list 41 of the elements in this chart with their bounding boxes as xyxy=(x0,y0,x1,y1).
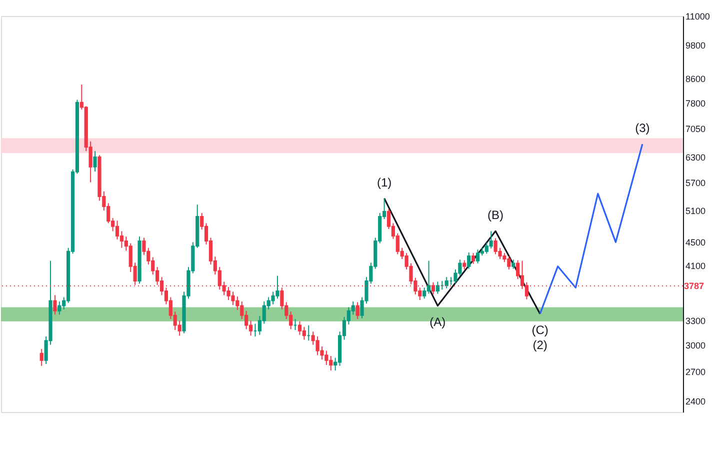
annotation: (A) xyxy=(430,314,446,329)
annotation: (C) xyxy=(532,322,548,337)
candlestick xyxy=(512,259,516,270)
y-tick-label: 4500 xyxy=(686,238,706,248)
y-tick-label: 2700 xyxy=(686,366,706,377)
candlestick xyxy=(298,320,302,336)
candlestick xyxy=(467,252,471,270)
line-series xyxy=(383,198,541,315)
y-tick-label: 5100 xyxy=(686,206,706,216)
candlestick xyxy=(58,300,62,316)
y-tick-label: 6300 xyxy=(686,152,706,163)
candlestick xyxy=(444,276,448,289)
candlestick xyxy=(462,260,466,270)
y-tick-label: 4100 xyxy=(686,261,706,272)
candlestick xyxy=(302,326,306,340)
candlestick xyxy=(53,294,57,316)
y-tick-label: 7050 xyxy=(686,124,706,134)
candlestick xyxy=(471,252,476,264)
y-tick-label: 8600 xyxy=(686,74,706,84)
y-tick-label: 2400 xyxy=(686,396,706,407)
ref-line-label: 3787 xyxy=(684,280,704,291)
y-tick-label: 3300 xyxy=(686,316,706,326)
candlestick xyxy=(476,249,480,264)
y-tick-label: 3000 xyxy=(686,340,706,350)
candlestick xyxy=(40,348,44,366)
y-tick-label: 7800 xyxy=(686,98,706,108)
candlestick xyxy=(426,260,431,294)
line-series xyxy=(539,143,644,315)
annotation: (B) xyxy=(488,208,504,222)
candlestick xyxy=(489,230,493,249)
annotation: (1) xyxy=(376,175,392,190)
annotation: (2) xyxy=(532,338,548,352)
candlestick xyxy=(115,220,120,240)
candlestick xyxy=(422,287,426,300)
candlestick xyxy=(93,150,97,172)
y-tick-label: 5700 xyxy=(686,178,706,188)
candlestick xyxy=(436,281,440,294)
y-tick-label: 11000 xyxy=(686,12,710,22)
candlestick xyxy=(356,302,360,320)
y-tick-label: 9800 xyxy=(686,40,706,51)
annotation: (3) xyxy=(635,121,650,136)
